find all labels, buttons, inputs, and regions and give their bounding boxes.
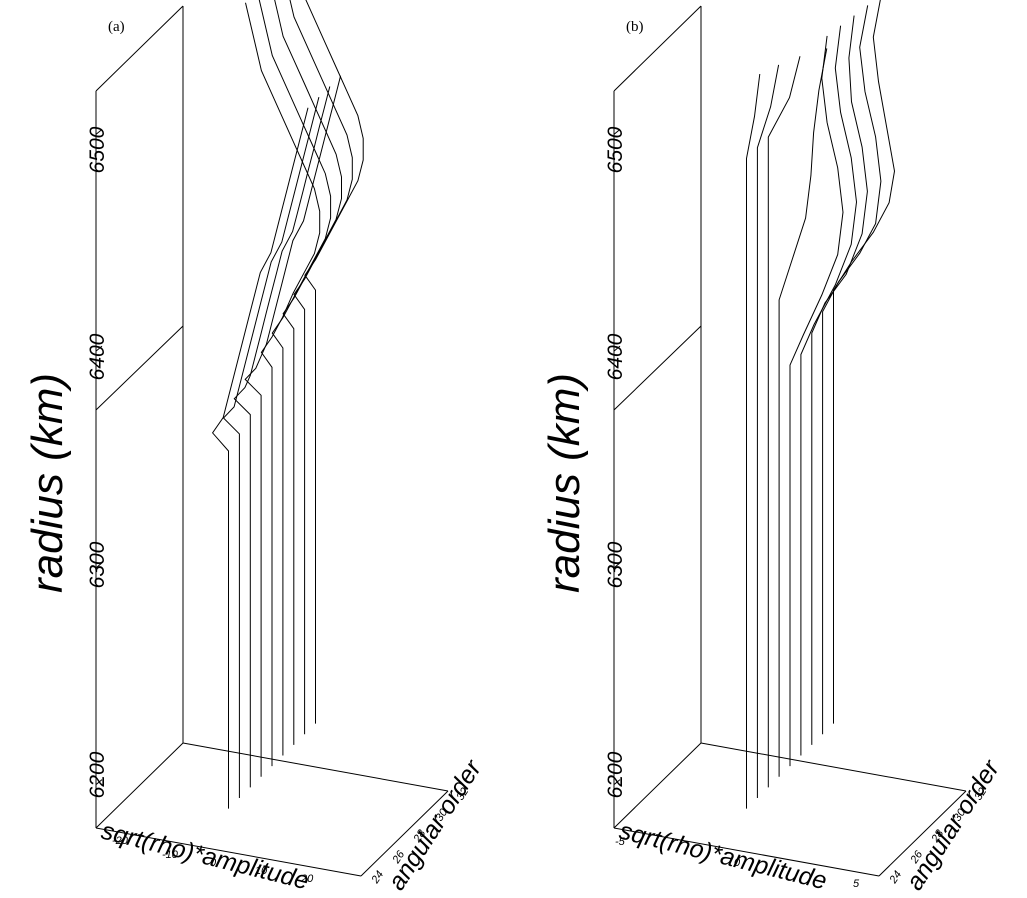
panel-b-radius-tick-mark-6500 xyxy=(613,128,621,135)
panel-b-radius-tick-6300: 6300 xyxy=(604,541,627,588)
panel-b-radius-axis-title: radius (km) xyxy=(540,373,589,593)
panel-a-series-line-order-28 xyxy=(245,2,321,767)
panel-b-x-tick-5: 5 xyxy=(853,878,860,890)
panel-b-radius-tick-mark-6300 xyxy=(613,562,621,569)
panel-b-series-line-order-30 xyxy=(811,15,868,745)
panel-b-series-line-order-26 xyxy=(767,56,801,788)
panel-a-radius-tick-6200: 6200 xyxy=(86,751,109,798)
panel-a-radius-tick-6300: 6300 xyxy=(86,541,109,588)
panel-a-x-tick-0: 0 xyxy=(210,857,217,869)
panel-a-series-line-order-30 xyxy=(274,0,342,745)
panel-a-series-line-order-25 xyxy=(222,96,320,798)
panel-b-radius-tick-mark-6400 xyxy=(613,345,621,352)
panel-a-axis-frame xyxy=(95,5,449,877)
panel-a-x-tick-10: 10 xyxy=(255,865,268,877)
panel-b-series-line-order-24 xyxy=(746,73,761,809)
panel-b-axis-ticks xyxy=(613,128,621,786)
panel-a-series-lines xyxy=(211,0,364,809)
panel-b-series-line-order-32 xyxy=(833,0,896,724)
panel-b-axis-frame xyxy=(613,5,967,877)
panel-a-series-line-order-27 xyxy=(244,75,342,777)
panel-a-series-line-order-32 xyxy=(304,0,364,724)
panel-a-angular-order-axis-title: angular order xyxy=(383,754,488,895)
panel-b-x-tick-neg5: -5 xyxy=(615,836,626,848)
panel-b-radius-tick-6400: 6400 xyxy=(604,333,627,380)
panel-b-angular-order-axis-title: angular order xyxy=(901,754,1006,895)
panel-b-series-line-order-31 xyxy=(822,5,882,735)
panel-a: (a) radius (km) 6200 6300 6400 6500 -20 … xyxy=(23,0,488,895)
panel-a-series-line-order-24 xyxy=(211,107,309,809)
panel-b-radius-tick-6200: 6200 xyxy=(604,751,627,798)
panel-a-amplitude-axis-title: sqrt(rho)*amplitude xyxy=(99,817,312,896)
panel-a-x-tick-20: 20 xyxy=(300,873,314,885)
panel-a-x-tick-neg10: -10 xyxy=(162,849,179,861)
panel-a-radius-tick-6500: 6500 xyxy=(86,126,109,173)
panel-a-radius-tick-mark-6300 xyxy=(95,562,103,569)
panel-b-y-tick-32: 32 xyxy=(972,786,989,803)
panel-a-y-tick-32: 32 xyxy=(454,786,471,803)
panel-a-x-tick-neg20: -20 xyxy=(112,835,129,847)
panel-b-series-line-order-28 xyxy=(789,35,844,767)
panel-a-radius-axis-title: radius (km) xyxy=(23,373,72,593)
panel-a-radius-tick-mark-6500 xyxy=(95,128,103,135)
panel-b: (b) radius (km) 6200 6300 6400 6500 -5 0… xyxy=(540,0,1006,895)
panel-a-radius-tick-6400: 6400 xyxy=(86,333,109,380)
panel-b-label: (b) xyxy=(626,19,644,35)
panel-b-amplitude-axis-title: sqrt(rho)*amplitude xyxy=(617,817,830,896)
panel-b-radius-tick-6500: 6500 xyxy=(604,126,627,173)
panel-a-label: (a) xyxy=(108,19,125,35)
panel-b-series-line-order-27 xyxy=(778,48,828,777)
panel-a-series-line-order-31 xyxy=(289,0,353,735)
panel-b-series-lines xyxy=(746,0,896,809)
panel-b-x-tick-0: 0 xyxy=(734,857,741,869)
panel-b-series-line-order-29 xyxy=(800,25,858,756)
panel-a-axis-ticks xyxy=(95,128,103,786)
panel-b-series-line-order-25 xyxy=(756,64,780,798)
panel-b-radius-tick-mark-6200 xyxy=(613,779,621,786)
panel-a-series-line-order-29 xyxy=(258,0,332,756)
panel-a-radius-tick-mark-6200 xyxy=(95,779,103,786)
panel-a-radius-tick-mark-6400 xyxy=(95,345,103,352)
